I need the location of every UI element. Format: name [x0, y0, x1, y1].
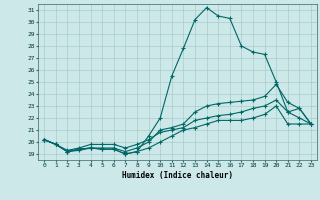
X-axis label: Humidex (Indice chaleur): Humidex (Indice chaleur) — [122, 171, 233, 180]
